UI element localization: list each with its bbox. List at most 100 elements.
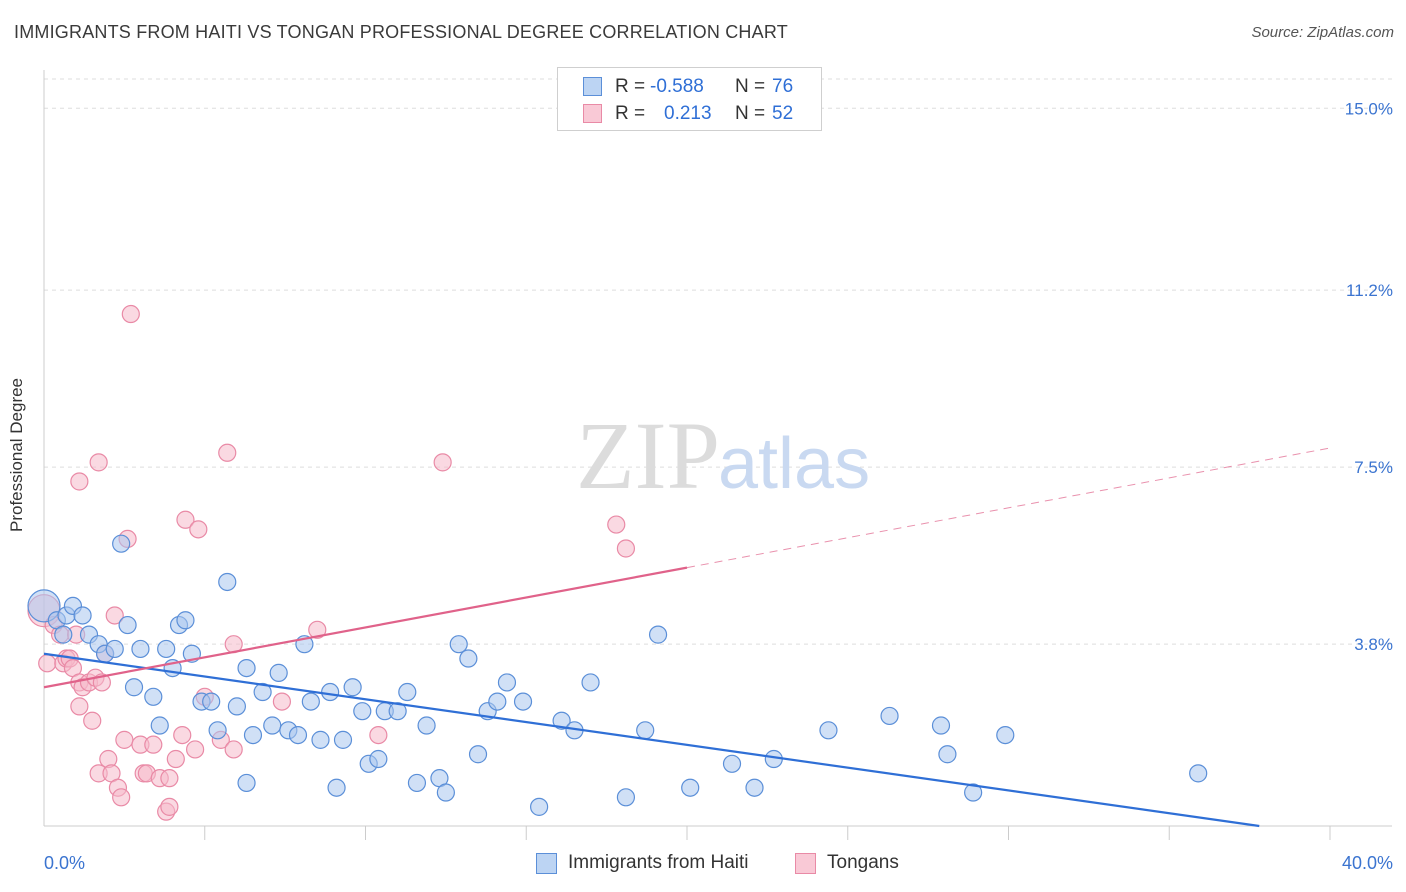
tongan-points [27,304,636,821]
haiti-point [157,639,176,659]
haiti-point [388,702,407,721]
haiti-point [880,706,899,726]
watermark-zip: ZIP [576,402,720,509]
haiti-point [202,692,221,711]
x-tick-label-min: 0.0% [44,853,85,873]
haiti-point [449,635,468,654]
legend-n-label: N = [735,103,766,124]
haiti-point [237,659,256,678]
haiti-point [144,687,163,706]
legend-r-label: R = [615,103,646,124]
haiti-point [722,754,742,773]
tongan-point [121,304,140,324]
haiti-point [218,572,237,592]
tongan-point [144,735,163,754]
haiti-point [681,778,700,797]
haiti-point [301,692,320,711]
tongan-point [38,654,57,673]
haiti-point [459,649,478,668]
haiti-point [996,725,1015,745]
haiti-point [488,692,507,711]
tongan-point [173,725,192,745]
legend-n-label: N = [735,76,766,97]
haiti-point [581,673,600,692]
haiti-point [208,721,227,740]
haiti-point [237,773,256,793]
tongan-trend-line [43,566,688,689]
tongan-point [308,620,327,639]
bottom-legend-label-haiti: Immigrants from Haiti [568,852,749,873]
haiti-point [407,773,427,793]
y-tick-label: 11.2% [1346,281,1393,300]
haiti-point [513,692,533,711]
bottom-legend-label-tongans: Tongans [827,852,899,873]
legend-row-tongans: R = 0.213 N = 52 [558,101,821,127]
haiti-point [243,725,263,745]
bottom-legend-swatch-tongans [795,853,816,874]
haiti-point [343,678,362,697]
haiti-point [1189,764,1208,783]
haiti-point [269,663,288,682]
haiti-point [369,749,388,769]
legend-r-value: -0.588 [650,76,704,97]
haiti-point [124,678,144,697]
haiti-point [253,682,272,702]
tongan-point [616,539,636,558]
haiti-point [616,788,636,807]
haiti-point [105,639,124,659]
chart-title: IMMIGRANTS FROM HAITI VS TONGAN PROFESSI… [14,22,788,42]
tongan-point [160,797,179,816]
tongan-point [218,443,237,462]
tongan-trend-extension [686,447,1331,569]
haiti-point [227,697,246,716]
correlation-legend: R = -0.588 N = 76 R = 0.213 N = 52 [557,67,822,131]
haiti-point [931,716,951,735]
tongan-point [433,453,452,472]
haiti-point [131,639,150,659]
legend-swatch-haiti [583,77,602,96]
source-label: Source: ZipAtlas.com [1251,24,1394,41]
legend-swatch-tongans [583,104,602,123]
legend-n-value: 52 [772,103,794,124]
tongan-point [112,788,131,807]
legend-r-value: 0.213 [664,103,712,124]
haiti-point [288,725,308,745]
haiti-point [353,702,372,721]
tongan-point [166,749,185,769]
haiti-point [964,783,983,802]
tongan-point [272,692,292,711]
y-tick-label: 3.8% [1354,635,1393,654]
haiti-point [112,534,131,553]
tongan-point [105,606,124,625]
bottom-legend-swatch-haiti [536,853,557,874]
haiti-point [745,778,764,797]
tongan-point [186,740,205,759]
haiti-point [530,797,549,816]
haiti-points [27,534,1208,816]
haiti-point [648,625,668,644]
haiti-point [819,721,838,740]
axes [43,70,1392,840]
tongan-point [176,510,195,529]
haiti-point [497,673,517,692]
tongan-point [89,453,108,472]
haiti-point [118,615,137,635]
haiti-point [468,745,488,764]
haiti-point [417,716,436,735]
tongan-point [70,697,89,716]
haiti-point [398,682,417,702]
haiti-point [327,778,346,797]
haiti-trend-line [43,652,1260,828]
haiti-point [938,745,957,764]
legend-n-value: 76 [772,76,794,97]
haiti-point [436,783,455,802]
haiti-point [54,625,73,644]
legend-row-haiti: R = -0.588 N = 76 [558,74,821,100]
haiti-point [176,611,195,630]
tongan-point [224,740,243,759]
haiti-point [73,606,92,625]
haiti-point [263,716,282,735]
tongan-point [83,711,102,730]
gridlines [44,78,1392,645]
